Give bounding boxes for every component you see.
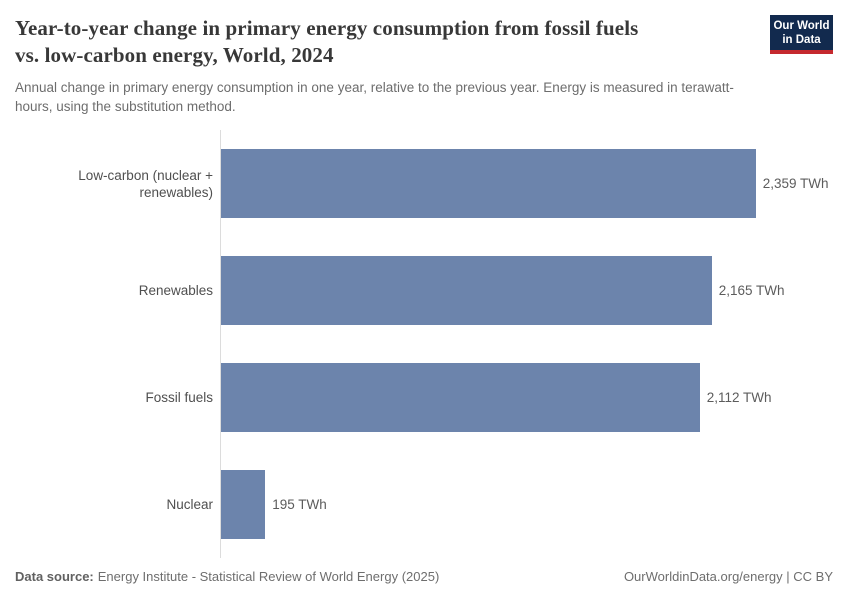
- bar-fossil-fuels[interactable]: [221, 363, 700, 432]
- data-source-label: Data source:: [15, 569, 94, 584]
- chart-title: Year-to-year change in primary energy co…: [15, 15, 738, 69]
- plot-area-row-2: 2,165 TWh: [220, 237, 833, 344]
- chart-header: Year-to-year change in primary energy co…: [15, 15, 833, 116]
- value-label-nuclear: 195 TWh: [272, 497, 327, 512]
- owid-logo-line1: Our World: [773, 20, 830, 32]
- bar-row: Nuclear 195 TWh: [15, 451, 833, 558]
- bar-low-carbon[interactable]: [221, 149, 756, 218]
- chart-title-line1: Year-to-year change in primary energy co…: [15, 16, 639, 40]
- plot-area-row-3: 2,112 TWh: [220, 344, 833, 451]
- category-label-nuclear: Nuclear: [166, 497, 213, 512]
- value-label-renewables: 2,165 TWh: [718, 283, 785, 298]
- chart-footer: Data source: Energy Institute - Statistic…: [15, 569, 833, 588]
- category-label-low-carbon: Low-carbon (nuclear + renewables): [78, 167, 213, 200]
- title-block: Year-to-year change in primary energy co…: [15, 15, 833, 116]
- value-label-low-carbon: 2,359 TWh: [762, 176, 829, 191]
- bar-row: Renewables 2,165 TWh: [15, 237, 833, 344]
- category-label-renewables: Renewables: [138, 283, 213, 298]
- plot-area-row-4: 195 TWh: [220, 451, 833, 558]
- data-source: Data source: Energy Institute - Statistic…: [15, 569, 439, 584]
- bar-renewables[interactable]: [221, 256, 712, 325]
- bar-row: Fossil fuels 2,112 TWh: [15, 344, 833, 451]
- value-label-fossil-fuels: 2,112 TWh: [706, 390, 772, 405]
- category-label-fossil-fuels: Fossil fuels: [145, 390, 213, 405]
- bar-row: Low-carbon (nuclear + renewables) 2,359 …: [15, 130, 833, 237]
- owid-logo[interactable]: Our World in Data: [770, 15, 833, 54]
- data-source-text: Energy Institute - Statistical Review of…: [97, 569, 440, 584]
- chart-subtitle: Annual change in primary energy consumpt…: [15, 80, 734, 114]
- bar-chart: Low-carbon (nuclear + renewables) 2,359 …: [15, 130, 833, 558]
- chart-title-line2: vs. low-carbon energy, World, 2024: [15, 43, 334, 67]
- credit-link[interactable]: OurWorldinData.org/energy | CC BY: [623, 569, 833, 584]
- owid-logo-line2: in Data: [782, 34, 821, 46]
- bar-nuclear[interactable]: [221, 470, 266, 539]
- plot-area-row-1: 2,359 TWh: [220, 130, 833, 237]
